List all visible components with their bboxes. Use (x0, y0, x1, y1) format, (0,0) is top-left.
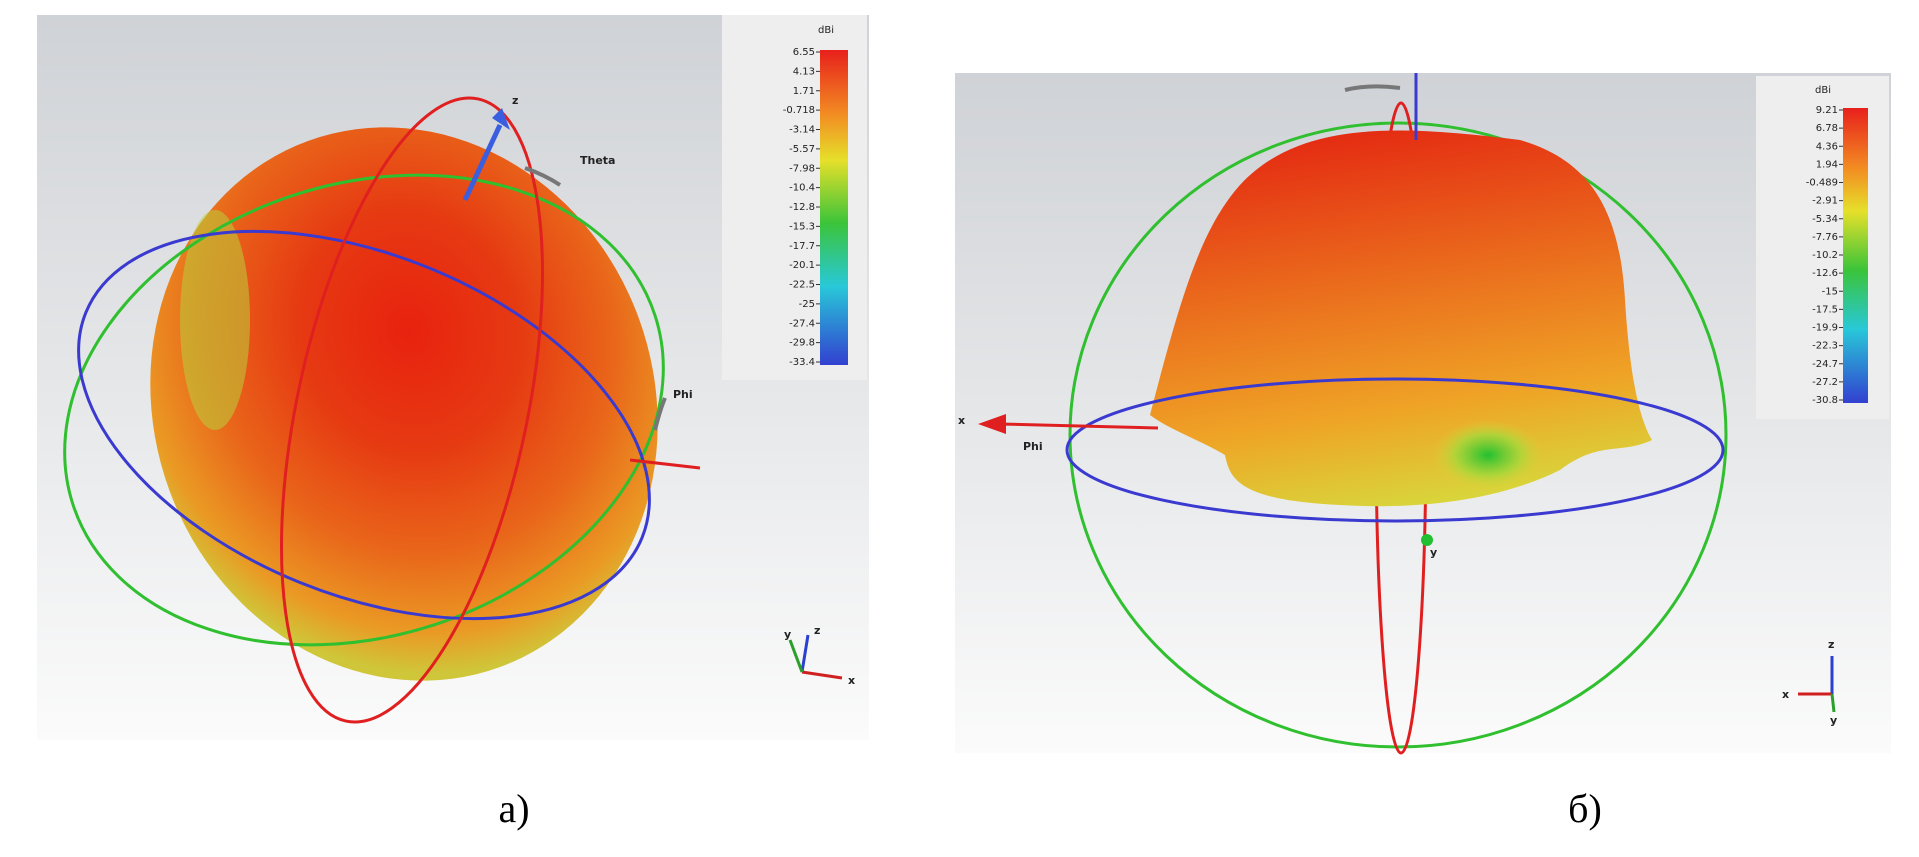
colorbar-tick-label: -27.4 (789, 318, 815, 329)
colorbar-tick-label: -5.34 (1812, 214, 1838, 225)
colorbar-tick-label: -12.6 (1812, 268, 1838, 279)
colorbar-tick-label: -0.489 (1806, 178, 1838, 189)
theta-arrow (1344, 84, 1401, 92)
colorbar-tick-label: -22.5 (789, 280, 815, 291)
colorbar-tick-label: -24.7 (1812, 359, 1838, 370)
axis-label: z (512, 94, 518, 107)
colorbar (820, 50, 848, 365)
colorbar-tick-label: 6.78 (1816, 123, 1838, 134)
triad-label: z (1828, 638, 1834, 651)
colorbar-tick-label: -15 (1822, 286, 1838, 297)
phi-circle (63, 173, 665, 647)
axis-label: y (1430, 546, 1437, 559)
axis-label: Theta (580, 154, 615, 167)
colorbar-tick-label: -30.8 (1812, 395, 1838, 406)
caption: б) (1568, 786, 1602, 831)
orientation-triad: z x y (1782, 638, 1837, 727)
pattern-shade (1433, 420, 1543, 490)
axis-label: x (958, 414, 965, 427)
colorbar-tick-label: -17.5 (1812, 304, 1838, 315)
x-arrow (978, 414, 1006, 434)
colorbar-tick-label: -0.718 (783, 105, 815, 116)
colorbar-tick-label: 1.94 (1816, 159, 1838, 170)
colorbar-tick-label: 6.55 (793, 47, 815, 58)
colorbar-tick-label: -25 (799, 299, 815, 310)
theta-circle (77, 229, 651, 621)
triad-label: y (784, 628, 791, 641)
triad-z (800, 634, 810, 673)
theta-arrow (524, 166, 562, 187)
triad-y (1830, 693, 1836, 713)
colorbar-tick-label: 9.21 (1816, 105, 1838, 116)
colorbar-tick-label: -17.7 (789, 241, 815, 252)
phi-arrow (653, 397, 667, 431)
colorbar-tick-label: -5.57 (789, 144, 815, 155)
z-axis (462, 123, 503, 202)
colorbar-unit: dBi (1815, 85, 1831, 96)
z-arrow (492, 108, 510, 130)
colorbar-tick-label: -12.8 (789, 202, 815, 213)
triad-label: y (1830, 714, 1837, 727)
colorbar (1843, 108, 1868, 403)
colorbar-tick-label: -7.76 (1812, 232, 1838, 243)
orientation-triad: y z x (784, 624, 855, 687)
colorbar-tick-label: -29.8 (789, 338, 815, 349)
axis-label: Phi (673, 388, 693, 401)
colorbar-tick-label: -2.91 (1812, 196, 1838, 207)
colorbar-tick-label: -33.4 (789, 357, 815, 368)
triad-y (788, 639, 804, 673)
colorbar-tick-label: 4.13 (793, 66, 815, 77)
y-axis-tip (1421, 534, 1433, 546)
colorbar-tick-label: -10.4 (789, 183, 815, 194)
colorbar-tick-label: -27.2 (1812, 377, 1838, 388)
x-axis (629, 458, 701, 470)
x-axis (999, 422, 1159, 430)
colorbar-tick-label: -7.98 (789, 163, 815, 174)
radiation-pattern (1150, 130, 1652, 507)
colorbar-tick-label: 1.71 (793, 86, 815, 97)
colorbar-tick-label: -20.1 (789, 260, 815, 271)
pattern-shade (180, 210, 250, 430)
colorbar-tick-label: -19.9 (1812, 323, 1838, 334)
theta-circle (1065, 377, 1725, 523)
colorbar-tick-label: -22.3 (1812, 341, 1838, 352)
colorbar-unit: dBi (818, 25, 834, 36)
caption: а) (498, 786, 529, 831)
meridian-circle (280, 96, 544, 724)
triad-label: x (1782, 688, 1789, 701)
colorbar-tick-label: -3.14 (789, 125, 815, 136)
radiation-pattern (150, 127, 658, 681)
phi-circle (1068, 121, 1728, 749)
colorbar-tick-label: -15.3 (789, 221, 815, 232)
colorbar-tick-label: 4.36 (1816, 141, 1838, 152)
axis-label: Phi (1023, 440, 1043, 453)
triad-label: x (848, 674, 855, 687)
colorbar-tick-label: -10.2 (1812, 250, 1838, 261)
triad-label: z (814, 624, 820, 637)
triad-x (801, 670, 843, 680)
